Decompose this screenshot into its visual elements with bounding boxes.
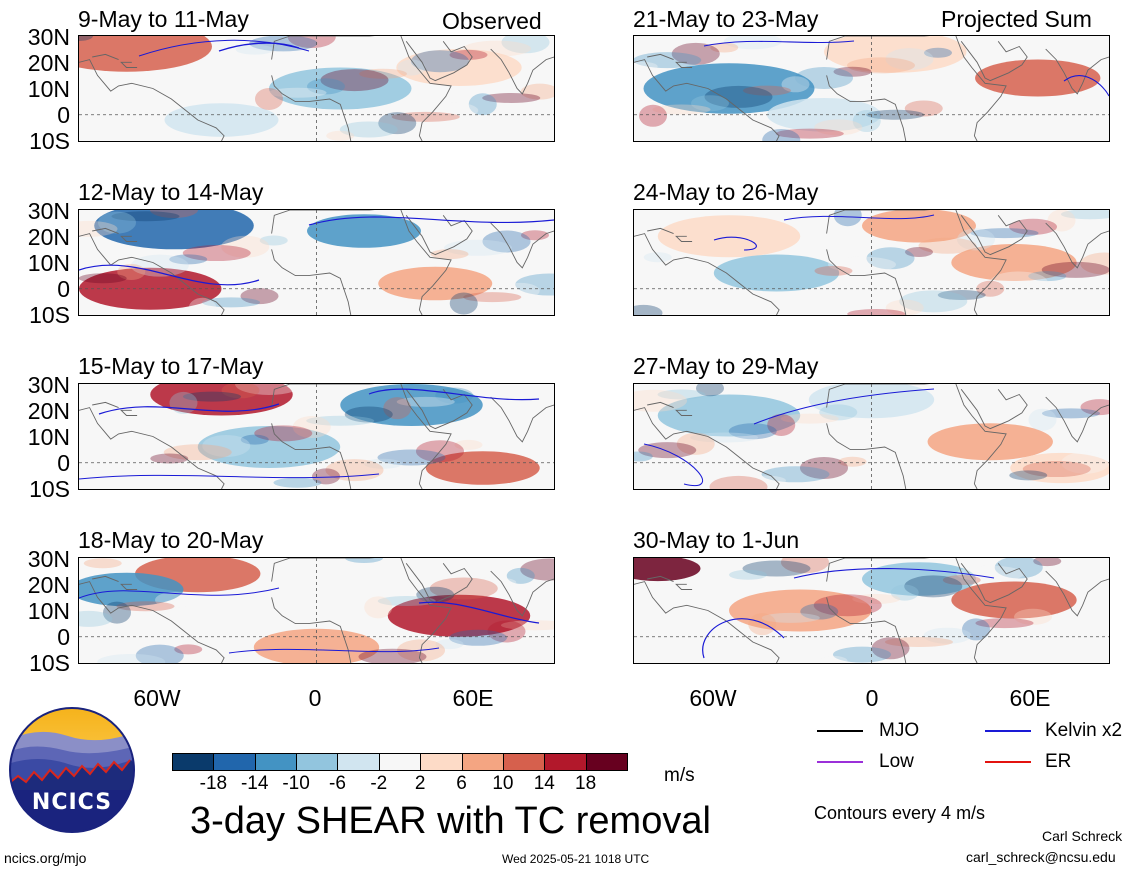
lat-label: 20N: [27, 398, 70, 424]
lat-label: 0: [57, 450, 70, 476]
colorbar-tick-label: 10: [492, 773, 514, 794]
shear-map-panel: [78, 35, 555, 142]
lat-label: 30N: [27, 24, 70, 50]
colorbar-tick-label: -6: [329, 773, 346, 794]
colorbar-swatch: [296, 753, 339, 771]
shear-map-panel: [633, 383, 1110, 490]
panel-title: 30-May to 1-Jun: [633, 527, 800, 553]
lat-label: 20N: [27, 50, 70, 76]
lat-label: 10N: [27, 250, 70, 276]
footer-email: carl_schreck@ncsu.edu: [966, 849, 1116, 865]
lat-label: 0: [57, 624, 70, 650]
lat-label: 30N: [27, 198, 70, 224]
colorbar-swatch: [254, 753, 298, 771]
legend-line-mjo: [817, 730, 863, 732]
colorbar-tick-label: -18: [199, 773, 228, 794]
colorbar-swatch: [172, 753, 215, 771]
lat-label: 30N: [27, 546, 70, 572]
lat-label: 30N: [27, 372, 70, 398]
legend-label-kelvin: Kelvin x2: [1045, 720, 1123, 741]
ncics-logo: NCICS: [8, 706, 136, 834]
colorbar-swatch: [213, 753, 256, 771]
colorbar-unit: m/s: [664, 765, 695, 786]
colorbar-swatch: [585, 753, 628, 771]
colorbar-swatch: [461, 753, 504, 771]
lat-label: 10N: [27, 76, 70, 102]
colorbar-tick-label: -10: [282, 773, 310, 794]
lon-label: 0: [308, 685, 322, 711]
footer-timestamp: Wed 2025-05-21 1018 UTC: [502, 852, 650, 866]
logo-text: NCICS: [31, 790, 113, 815]
shear-map-panel: [633, 557, 1110, 664]
lat-label: 10S: [29, 476, 70, 502]
colorbar-swatch: [502, 753, 546, 771]
lon-label: 60E: [1009, 685, 1051, 711]
lat-label: 10N: [27, 424, 70, 450]
observed-label: Observed: [442, 8, 542, 34]
shear-map-panel: [78, 209, 555, 316]
colorbar-swatch: [378, 753, 422, 771]
lat-label: 0: [57, 102, 70, 128]
footer-url: ncics.org/mjo: [4, 850, 87, 866]
panel-title: 18-May to 20-May: [78, 527, 264, 553]
colorbar-swatch: [337, 753, 380, 771]
shear-map-panel: [78, 383, 555, 490]
lon-label: 60W: [133, 685, 181, 711]
main-title: 3-day SHEAR with TC removal: [190, 800, 711, 842]
projected-sum-label: Projected Sum: [941, 6, 1092, 32]
lon-label: 60W: [689, 685, 737, 711]
lat-label: 10S: [29, 650, 70, 676]
legend-label-er: ER: [1045, 751, 1072, 772]
panel-title: 21-May to 23-May: [633, 6, 819, 32]
legend-label-low: Low: [879, 751, 914, 772]
lat-label: 10S: [29, 302, 70, 328]
colorbar-tick-label: -14: [240, 773, 269, 794]
colorbar-tick-label: 18: [575, 773, 597, 794]
colorbar-tick-label: 6: [456, 773, 467, 794]
shear-map-panel: [633, 35, 1110, 142]
colorbar-swatch: [544, 753, 587, 771]
shear-map-panel: [633, 209, 1110, 316]
footer-author: Carl Schreck: [1042, 828, 1123, 844]
lon-label: 0: [865, 685, 879, 711]
colorbar-tick-label: 2: [414, 773, 426, 794]
lat-label: 20N: [27, 224, 70, 250]
lat-label: 10S: [29, 128, 70, 154]
panel-title: 15-May to 17-May: [78, 353, 264, 379]
legend-line-low: [817, 761, 863, 763]
lon-label: 60E: [452, 685, 494, 711]
panel-title: 9-May to 11-May: [78, 6, 249, 32]
colorbar-swatches: [172, 753, 628, 771]
contour-interval-note: Contours every 4 m/s: [814, 803, 986, 823]
lat-label: 10N: [27, 598, 70, 624]
lat-label: 0: [57, 276, 70, 302]
legend-label-mjo: MJO: [879, 720, 920, 741]
colorbar-swatch: [420, 753, 463, 771]
colorbar-tick-label: 14: [533, 773, 555, 794]
panel-title: 27-May to 29-May: [633, 353, 819, 379]
lat-label: 20N: [27, 572, 70, 598]
panel-title: 24-May to 26-May: [633, 179, 819, 205]
legend-line-kelvin: [985, 730, 1031, 732]
shear-map-panel: [78, 557, 555, 664]
panel-title: 12-May to 14-May: [78, 179, 264, 205]
colorbar-tick-label: -2: [370, 773, 388, 794]
legend-line-er: [985, 761, 1031, 763]
